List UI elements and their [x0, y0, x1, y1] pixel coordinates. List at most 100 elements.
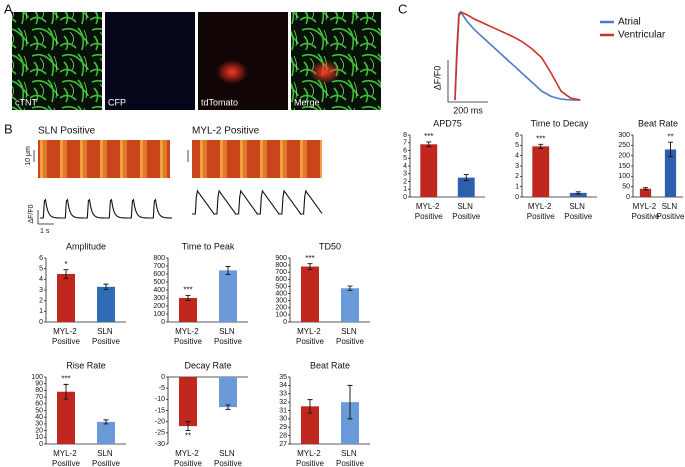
- y-tick-label: 70: [35, 394, 43, 401]
- y-tick-label: 200: [275, 305, 287, 312]
- y-tick-label: 3: [515, 163, 519, 170]
- bar: [219, 270, 237, 322]
- error-bar: [185, 421, 191, 432]
- error-bar: [103, 283, 109, 290]
- y-tick-label: 10: [35, 434, 43, 441]
- y-tick-label: 5: [39, 266, 43, 273]
- y-tick-label: 1: [403, 186, 407, 193]
- panel-c: C ΔF/F0 200 ms: [398, 1, 488, 115]
- error-bar: [63, 269, 69, 279]
- chart-title: TD50: [319, 241, 341, 251]
- y-tick-label: 0: [39, 319, 43, 326]
- scale-label: 200 ms: [453, 105, 483, 115]
- error-bar: [63, 383, 69, 400]
- x-tick-label: MYL-2 Positive: [415, 202, 444, 221]
- panel-label: B: [4, 121, 13, 136]
- bar: [57, 391, 75, 444]
- y-tick-label: 30: [35, 421, 43, 428]
- x-tick-label: SLN Positive: [92, 449, 121, 467]
- y-tick-label: 0: [283, 319, 287, 326]
- y-tick-label: 5: [403, 155, 407, 162]
- y-tick-label: 40: [35, 414, 43, 421]
- image-label: Merge: [294, 97, 320, 107]
- scale-label: 10 μm: [25, 146, 32, 166]
- y-tick-label: 90: [35, 381, 43, 388]
- y-tick-label: 200: [618, 153, 630, 160]
- group-label: MYL-2 Positive: [192, 126, 260, 137]
- x-tick-label: MYL-2 Positive: [52, 327, 81, 346]
- y-tick-label: 0: [626, 194, 630, 201]
- y-tick-label: 100: [618, 173, 630, 180]
- y-tick-label: 7: [403, 140, 407, 147]
- x-tick-label: SLN Positive: [564, 202, 593, 221]
- y-tick-label: 900: [275, 255, 287, 262]
- x-tick-label: SLN Positive: [214, 449, 243, 467]
- chart-title: Time to Peak: [182, 241, 235, 251]
- chart-title: Beat Rate: [310, 360, 350, 370]
- error-bar: [347, 285, 353, 291]
- y-tick-label: 8: [403, 132, 407, 139]
- chart-title: Amplitude: [66, 241, 106, 251]
- y-tick-label: 80: [35, 387, 43, 394]
- bar: [219, 377, 237, 408]
- x-tick-label: MYL-2 Positive: [52, 449, 81, 467]
- y-tick-label: -30: [155, 441, 165, 448]
- bar: [57, 274, 75, 322]
- axis-label: ΔF/F0: [28, 204, 35, 223]
- x-tick-label: SLN Positive: [656, 202, 685, 221]
- bar: [301, 406, 319, 444]
- y-tick-label: 500: [275, 283, 287, 290]
- x-tick-label: MYL-2 Positive: [174, 327, 203, 346]
- x-tick-label: SLN Positive: [336, 327, 365, 346]
- y-tick-label: 800: [275, 262, 287, 269]
- bar: [639, 188, 652, 197]
- bar: [532, 146, 550, 197]
- y-tick-label: 30: [279, 416, 287, 423]
- panel-label: A: [4, 1, 13, 16]
- kymograph: [38, 140, 170, 178]
- image: [198, 12, 288, 110]
- y-tick-label: 100: [31, 374, 43, 381]
- y-tick-label: 300: [275, 298, 287, 305]
- y-tick-label: 300: [153, 295, 165, 302]
- y-tick-label: 4: [403, 163, 407, 170]
- bar: [97, 421, 115, 444]
- image: [291, 12, 381, 110]
- y-tick-label: 60: [35, 401, 43, 408]
- y-tick-label: 400: [275, 290, 287, 297]
- bar: [420, 144, 438, 197]
- y-tick-label: 0: [515, 194, 519, 201]
- trace: [40, 198, 172, 219]
- x-tick-label: MYL-2 Positive: [296, 327, 325, 346]
- y-tick-label: -15: [155, 407, 165, 414]
- y-tick-label: 50: [35, 407, 43, 414]
- x-tick-label: MYL-2 Positive: [296, 449, 325, 467]
- trace: [192, 189, 323, 215]
- error-bar: [575, 191, 581, 195]
- y-tick-label: 600: [275, 276, 287, 283]
- significance: **: [185, 432, 191, 441]
- y-tick-label: 32: [279, 399, 287, 406]
- significance: **: [667, 132, 673, 141]
- significance: ***: [305, 254, 314, 263]
- significance: *: [64, 260, 67, 269]
- x-tick-label: SLN Positive: [214, 327, 243, 346]
- significance: ***: [424, 132, 433, 141]
- bar: [457, 177, 475, 197]
- error-bar: [347, 384, 353, 420]
- x-tick-label: MYL-2 Positive: [527, 202, 556, 221]
- y-tick-label: 29: [279, 424, 287, 431]
- bar: [179, 377, 197, 427]
- image-label: cTNT: [15, 97, 37, 107]
- significance: ***: [183, 286, 192, 295]
- bar: [301, 266, 319, 322]
- y-tick-label: 4: [515, 153, 519, 160]
- y-tick-label: 0: [161, 319, 165, 326]
- y-tick-label: 3: [39, 287, 43, 294]
- error-bar: [225, 265, 231, 275]
- y-tick-label: -5: [159, 385, 165, 392]
- x-tick-label: SLN Positive: [92, 327, 121, 346]
- error-bar: [225, 404, 231, 410]
- y-tick-label: 6: [515, 132, 519, 139]
- y-tick-label: 20: [35, 427, 43, 434]
